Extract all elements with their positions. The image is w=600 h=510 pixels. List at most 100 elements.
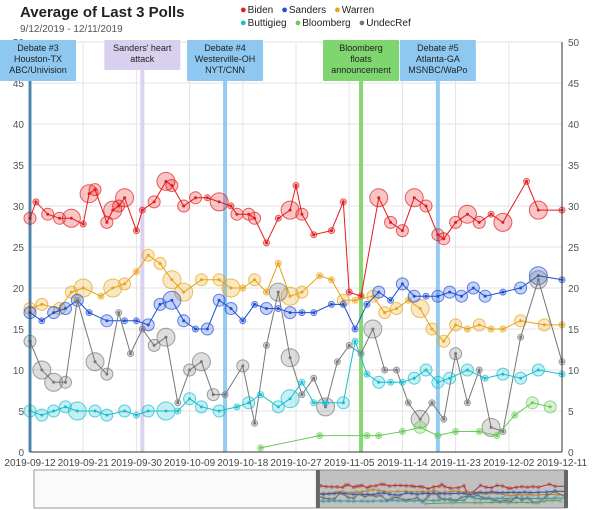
data-point-center	[152, 343, 156, 347]
data-point-center	[312, 233, 316, 237]
brush-point	[417, 498, 422, 503]
data-point-center	[400, 430, 404, 433]
data-point-center	[365, 372, 369, 376]
x-tick-label: 2019-09-21	[58, 458, 110, 469]
brush-point	[456, 489, 461, 494]
legend-dot-icon: ●	[281, 4, 288, 16]
event-line-debate	[223, 42, 228, 452]
brush-point	[423, 497, 428, 502]
range-brush[interactable]	[33, 469, 568, 509]
data-point-center	[465, 327, 469, 331]
data-point-center	[63, 405, 67, 409]
event-label-text: floats	[350, 54, 372, 64]
legend-label: UndecRef	[366, 18, 411, 29]
event-line-bloomberg	[359, 42, 364, 452]
brush-point	[514, 492, 519, 497]
data-point-center	[465, 212, 469, 216]
brush-point	[525, 492, 530, 497]
data-point-center	[519, 286, 523, 290]
brush-point	[495, 496, 500, 501]
brush-point	[387, 484, 392, 488]
data-point-center	[418, 425, 422, 429]
brush-point	[456, 491, 461, 496]
brush-point	[450, 500, 455, 505]
data-point-center	[123, 319, 127, 323]
brush-point	[395, 495, 400, 500]
event-label-box	[104, 40, 181, 70]
brush-point	[448, 498, 453, 503]
brush-point	[475, 493, 480, 497]
data-point-center	[412, 376, 416, 380]
data-point-center	[400, 282, 404, 286]
brush-series-biden	[317, 483, 566, 494]
data-point-center	[300, 380, 304, 384]
data-point-center	[158, 302, 162, 306]
data-point-center	[229, 204, 233, 208]
brush-handle-left[interactable]	[315, 470, 320, 508]
brush-point	[387, 490, 392, 495]
data-point-center	[276, 261, 280, 265]
data-point-center	[477, 323, 481, 327]
data-point-center	[176, 409, 180, 413]
data-point-center	[276, 290, 280, 294]
data-point-center	[430, 327, 434, 331]
brush-point	[519, 484, 524, 489]
data-point-center	[264, 241, 268, 245]
brush-point	[423, 501, 428, 506]
brush-frame[interactable]	[33, 469, 567, 509]
data-point-center	[341, 200, 345, 204]
brush-handle-right[interactable]	[564, 470, 568, 508]
legend-item-bloomberg[interactable]: ●Bloomberg	[295, 17, 351, 30]
data-point-center	[105, 372, 109, 376]
brush-point	[371, 499, 376, 503]
data-point-center	[140, 327, 144, 331]
brush-point	[360, 489, 365, 494]
data-point-center	[288, 311, 292, 315]
legend-item-biden[interactable]: ●Biden	[240, 4, 273, 17]
brush-selection[interactable]	[317, 470, 566, 508]
data-point-center	[134, 229, 138, 233]
data-point-center	[235, 212, 239, 216]
data-point-center	[259, 446, 263, 450]
data-point-center	[471, 286, 475, 290]
legend-item-undecref[interactable]: ●UndecRef	[359, 17, 411, 30]
y-tick-label-left: 10	[13, 366, 25, 377]
x-tick-label: 2019-12-02	[483, 458, 535, 469]
legend-item-sanders[interactable]: ●Sanders	[281, 4, 326, 17]
brush-point	[395, 489, 400, 494]
legend-label: Warren	[341, 5, 375, 16]
data-point-center	[324, 401, 328, 405]
data-point-center	[123, 196, 127, 200]
legend-item-buttigieg[interactable]: ●Buttigieg	[240, 17, 287, 30]
brush-point	[415, 492, 420, 497]
brush-point	[379, 499, 384, 503]
data-point-center	[199, 278, 203, 282]
data-point-center	[436, 294, 440, 298]
data-point-center	[394, 307, 398, 310]
brush-point	[448, 491, 453, 496]
data-point-center	[389, 298, 393, 302]
data-point-center	[128, 352, 132, 356]
data-point-center	[288, 294, 292, 298]
data-point-center	[377, 290, 381, 294]
brush-point	[409, 484, 414, 488]
brush-point	[365, 485, 370, 490]
y-tick-label-right: 25	[568, 243, 580, 254]
data-point-center	[454, 352, 458, 356]
data-point-center	[105, 413, 109, 417]
data-point-center	[158, 261, 162, 265]
brush-point	[324, 484, 329, 489]
data-point-center	[359, 294, 363, 298]
legend-item-warren[interactable]: ●Warren	[334, 4, 374, 17]
data-point-center	[442, 237, 446, 241]
brush-point	[346, 499, 351, 503]
data-point-center	[229, 307, 233, 310]
brush-point	[379, 482, 384, 487]
brush-point	[489, 500, 494, 505]
